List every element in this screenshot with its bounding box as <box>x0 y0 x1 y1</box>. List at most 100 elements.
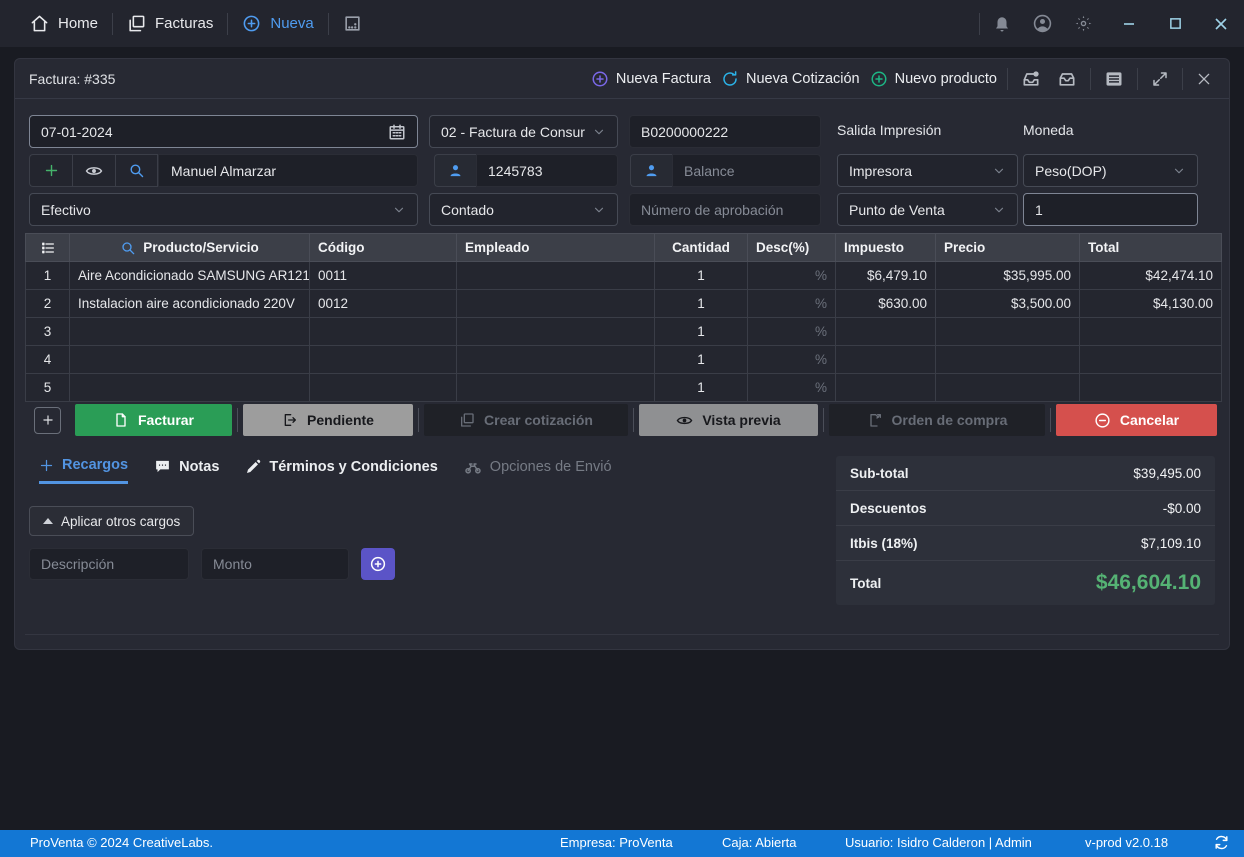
tab-notas[interactable]: Notas <box>154 458 219 483</box>
orden-compra-button[interactable]: Orden de compra <box>829 404 1045 436</box>
customer-name-input[interactable] <box>171 162 405 179</box>
divider <box>1182 67 1183 90</box>
table-row[interactable]: 2 Instalacion aire acondicionado 220V 00… <box>25 289 1222 318</box>
tray-icon[interactable] <box>1054 69 1080 89</box>
cancelar-button[interactable]: Cancelar <box>1056 404 1217 436</box>
approval-number-field[interactable] <box>629 193 821 226</box>
add-row-button[interactable] <box>34 406 61 434</box>
add-charge-button[interactable] <box>361 548 395 580</box>
nav-facturas[interactable]: Facturas <box>113 0 227 47</box>
vista-previa-button[interactable]: Vista previa <box>639 404 818 436</box>
col-price[interactable]: Precio <box>935 233 1080 262</box>
close-icon[interactable] <box>1193 71 1215 87</box>
balance-field[interactable] <box>672 154 821 187</box>
currency-select[interactable]: Peso(DOP) <box>1023 154 1198 187</box>
plus-icon <box>39 458 54 473</box>
charge-description-field[interactable] <box>29 548 189 580</box>
user-account-icon[interactable] <box>1024 14 1061 33</box>
pos-number-input[interactable] <box>1035 201 1186 218</box>
window-minimize-button[interactable] <box>1106 0 1152 47</box>
window-maximize-button[interactable] <box>1152 0 1198 47</box>
ordered-list-icon <box>25 233 70 262</box>
payment-method-select[interactable]: Efectivo <box>29 193 418 226</box>
nav-nueva-label: Nueva <box>270 15 314 32</box>
ncf-field[interactable] <box>629 115 821 148</box>
apply-charges-button[interactable]: Aplicar otros cargos <box>29 506 195 536</box>
pos-select[interactable]: Punto de Venta <box>837 193 1018 226</box>
payment-terms-select[interactable]: Contado <box>429 193 618 226</box>
lines-list-icon[interactable] <box>1101 69 1127 89</box>
new-quote-button[interactable]: Nueva Cotización <box>721 70 860 88</box>
currency-label: Moneda <box>1023 122 1074 138</box>
invoice-type-select[interactable]: 02 - Factura de Consur <box>429 115 618 148</box>
customer-id-field[interactable] <box>476 154 618 187</box>
table-row[interactable]: 1 Aire Acondicionado SAMSUNG AR121 0011 … <box>25 261 1222 290</box>
add-customer-button[interactable] <box>29 154 72 187</box>
new-quote-label: Nueva Cotización <box>745 70 860 87</box>
printer-select[interactable]: Impresora <box>837 154 1018 187</box>
table-row[interactable]: 3 1 % <box>25 317 1222 346</box>
search-customer-button[interactable] <box>115 154 158 187</box>
notifications-bell-icon[interactable] <box>984 15 1020 33</box>
facturar-button[interactable]: Facturar <box>75 404 232 436</box>
col-disc[interactable]: Desc(%) <box>747 233 836 262</box>
caret-up-icon <box>43 518 53 524</box>
divider <box>1137 67 1138 90</box>
crear-cotizacion-button[interactable]: Crear cotización <box>424 404 628 436</box>
window-close-button[interactable] <box>1198 0 1244 47</box>
col-code[interactable]: Código <box>309 233 457 262</box>
invoice-date-field[interactable] <box>29 115 418 148</box>
charge-description-input[interactable] <box>41 556 177 572</box>
tab-terminos[interactable]: Términos y Condiciones <box>245 459 438 483</box>
col-employee[interactable]: Empleado <box>456 233 655 262</box>
invoice-date-input[interactable] <box>41 123 388 140</box>
nav-home[interactable]: Home <box>16 0 112 47</box>
copy-icon <box>459 412 475 428</box>
balance-input[interactable] <box>684 162 809 179</box>
view-customer-button[interactable] <box>72 154 115 187</box>
motorcycle-icon <box>464 458 482 476</box>
tray-badge-icon[interactable] <box>1018 69 1044 89</box>
refresh-icon[interactable] <box>1213 834 1230 851</box>
invoice-title: Factura: #335 <box>29 70 116 87</box>
divider <box>1090 67 1091 90</box>
comment-icon <box>154 458 171 475</box>
invoice-items-table: Producto/Servicio Código Empleado Cantid… <box>25 233 1222 402</box>
approval-number-input[interactable] <box>641 201 809 218</box>
total-label: Total <box>850 575 882 591</box>
expand-icon[interactable] <box>1148 70 1172 88</box>
table-row[interactable]: 4 1 % <box>25 345 1222 374</box>
subtotal-label: Sub-total <box>850 465 909 481</box>
col-qty[interactable]: Cantidad <box>654 233 748 262</box>
new-product-button[interactable]: Nuevo producto <box>870 70 997 88</box>
nav-facturas-label: Facturas <box>155 15 214 32</box>
customer-toolbar <box>29 154 158 187</box>
table-row[interactable]: 5 1 % <box>25 373 1222 402</box>
customer-name-field[interactable] <box>158 154 418 187</box>
gear-icon[interactable] <box>1065 14 1102 33</box>
caja-status: Caja: Abierta <box>722 835 797 850</box>
printer-value: Impresora <box>849 162 913 179</box>
pendiente-button[interactable]: Pendiente <box>243 404 413 436</box>
charge-amount-input[interactable] <box>213 556 337 572</box>
col-product[interactable]: Producto/Servicio <box>69 233 310 262</box>
plus-circle-icon <box>591 70 609 88</box>
tab-recargos[interactable]: Recargos <box>39 457 129 484</box>
nav-calculator[interactable] <box>329 0 376 47</box>
chevron-down-icon <box>1172 164 1186 178</box>
customer-id-input[interactable] <box>488 162 606 179</box>
document-icon <box>113 412 129 428</box>
currency-value: Peso(DOP) <box>1035 162 1107 179</box>
empresa-status: Empresa: ProVenta <box>560 835 673 850</box>
search-icon <box>120 240 136 256</box>
ncf-input[interactable] <box>641 123 809 140</box>
charge-amount-field[interactable] <box>201 548 349 580</box>
calendar-icon[interactable] <box>388 123 406 141</box>
tab-opciones-envio[interactable]: Opciones de Envió <box>464 458 612 484</box>
pos-number-field[interactable] <box>1023 193 1198 226</box>
discounts-label: Descuentos <box>850 500 927 516</box>
col-tax[interactable]: Impuesto <box>835 233 936 262</box>
new-invoice-button[interactable]: Nueva Factura <box>591 70 711 88</box>
nav-nueva[interactable]: Nueva <box>228 0 327 47</box>
col-total[interactable]: Total <box>1079 233 1222 262</box>
